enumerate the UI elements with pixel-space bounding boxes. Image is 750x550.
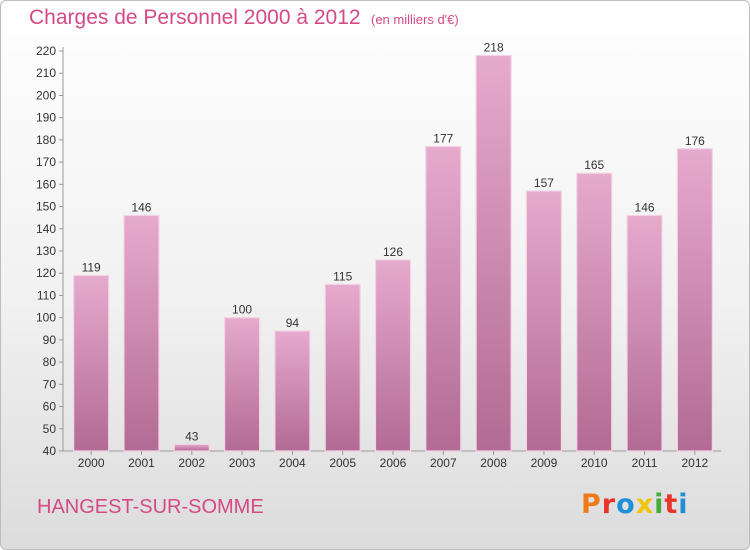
value-labels: 119 146 43 100 94 115 126 177 218 157 165 146 176 [82, 40, 706, 443]
logo-letter: o [616, 489, 636, 520]
logo-letter: i [654, 489, 665, 520]
x-tick-label-2000: 2000 [78, 456, 105, 470]
bar-2007 [425, 145, 462, 452]
value-label-2002: 43 [185, 429, 199, 443]
x-tick-label-2009: 2009 [531, 456, 558, 470]
x-axis: 2000 2001 2002 2003 2004 2005 2006 2007 2008 2009… [78, 451, 709, 470]
bars [73, 54, 713, 452]
bar-2012 [676, 148, 713, 452]
value-label-2012: 176 [685, 134, 705, 148]
bar-2008 [475, 54, 512, 452]
chart-unit-label: (en milliers d'€) [371, 12, 459, 27]
value-label-2005: 115 [333, 269, 352, 283]
y-tick-label: 140 [36, 222, 56, 236]
y-tick-label: 90 [43, 333, 57, 347]
y-tick-label: 40 [43, 444, 57, 458]
logo-letter: t [664, 489, 679, 520]
bar-2011 [626, 214, 663, 452]
value-label-2003: 100 [232, 303, 252, 317]
logo-letter: r [601, 489, 617, 520]
bar-2009 [525, 190, 563, 452]
y-tick-label: 220 [36, 44, 56, 58]
proxiti-logo: Proxiti [581, 489, 689, 520]
x-tick-label-2010: 2010 [581, 456, 608, 470]
y-tick-label: 70 [43, 377, 57, 391]
value-label-2011: 146 [635, 200, 655, 214]
y-tick-label: 180 [36, 133, 56, 147]
commune-name: HANGEST-SUR-SOMME [37, 496, 264, 518]
value-label-2010: 165 [584, 158, 604, 172]
value-label-2004: 94 [286, 316, 300, 330]
y-tick-label: 50 [43, 422, 57, 436]
x-tick-label-2001: 2001 [128, 456, 155, 470]
x-tick-label-2003: 2003 [229, 456, 256, 470]
x-tick-label-2011: 2011 [632, 456, 658, 470]
value-label-2008: 218 [484, 40, 504, 54]
y-tick-label: 60 [43, 400, 57, 414]
value-label-2006: 126 [383, 245, 403, 259]
x-tick-label-2007: 2007 [430, 456, 457, 470]
bar-2003 [223, 317, 261, 452]
value-label-2007: 177 [433, 132, 453, 146]
y-tick-label: 110 [37, 288, 56, 302]
logo-letter: P [581, 489, 602, 520]
y-tick-label: 80 [43, 355, 57, 369]
logo-letter: x [635, 489, 655, 520]
y-tick-label: 170 [36, 155, 56, 169]
value-label-2000: 119 [82, 260, 101, 274]
x-tick-label-2002: 2002 [178, 456, 205, 470]
x-tick-label-2006: 2006 [380, 456, 407, 470]
y-tick-label: 100 [36, 311, 56, 325]
y-tick-label: 120 [36, 266, 56, 280]
bar-2002 [173, 443, 210, 452]
x-tick-label-2004: 2004 [279, 456, 306, 470]
x-tick-label-2012: 2012 [681, 456, 708, 470]
bar-2000 [73, 274, 110, 452]
value-label-2001: 146 [131, 200, 151, 214]
y-tick-label: 190 [36, 111, 56, 125]
x-tick-label-2008: 2008 [480, 456, 507, 470]
y-tick-label: 150 [36, 200, 56, 214]
bar-2001 [123, 214, 160, 452]
bar-2005 [324, 283, 361, 452]
logo-letter: i [678, 489, 689, 520]
bar-2004 [274, 330, 311, 452]
x-tick-label-2005: 2005 [329, 456, 356, 470]
y-tick-label: 130 [36, 244, 56, 258]
bar-2006 [374, 259, 412, 452]
y-tick-label: 160 [36, 177, 56, 191]
bar-2010 [576, 172, 613, 452]
value-label-2009: 157 [534, 176, 554, 190]
y-tick-label: 210 [36, 66, 56, 80]
chart-title: Charges de Personnel 2000 à 2012 [29, 6, 361, 29]
y-tick-label: 200 [36, 88, 56, 102]
